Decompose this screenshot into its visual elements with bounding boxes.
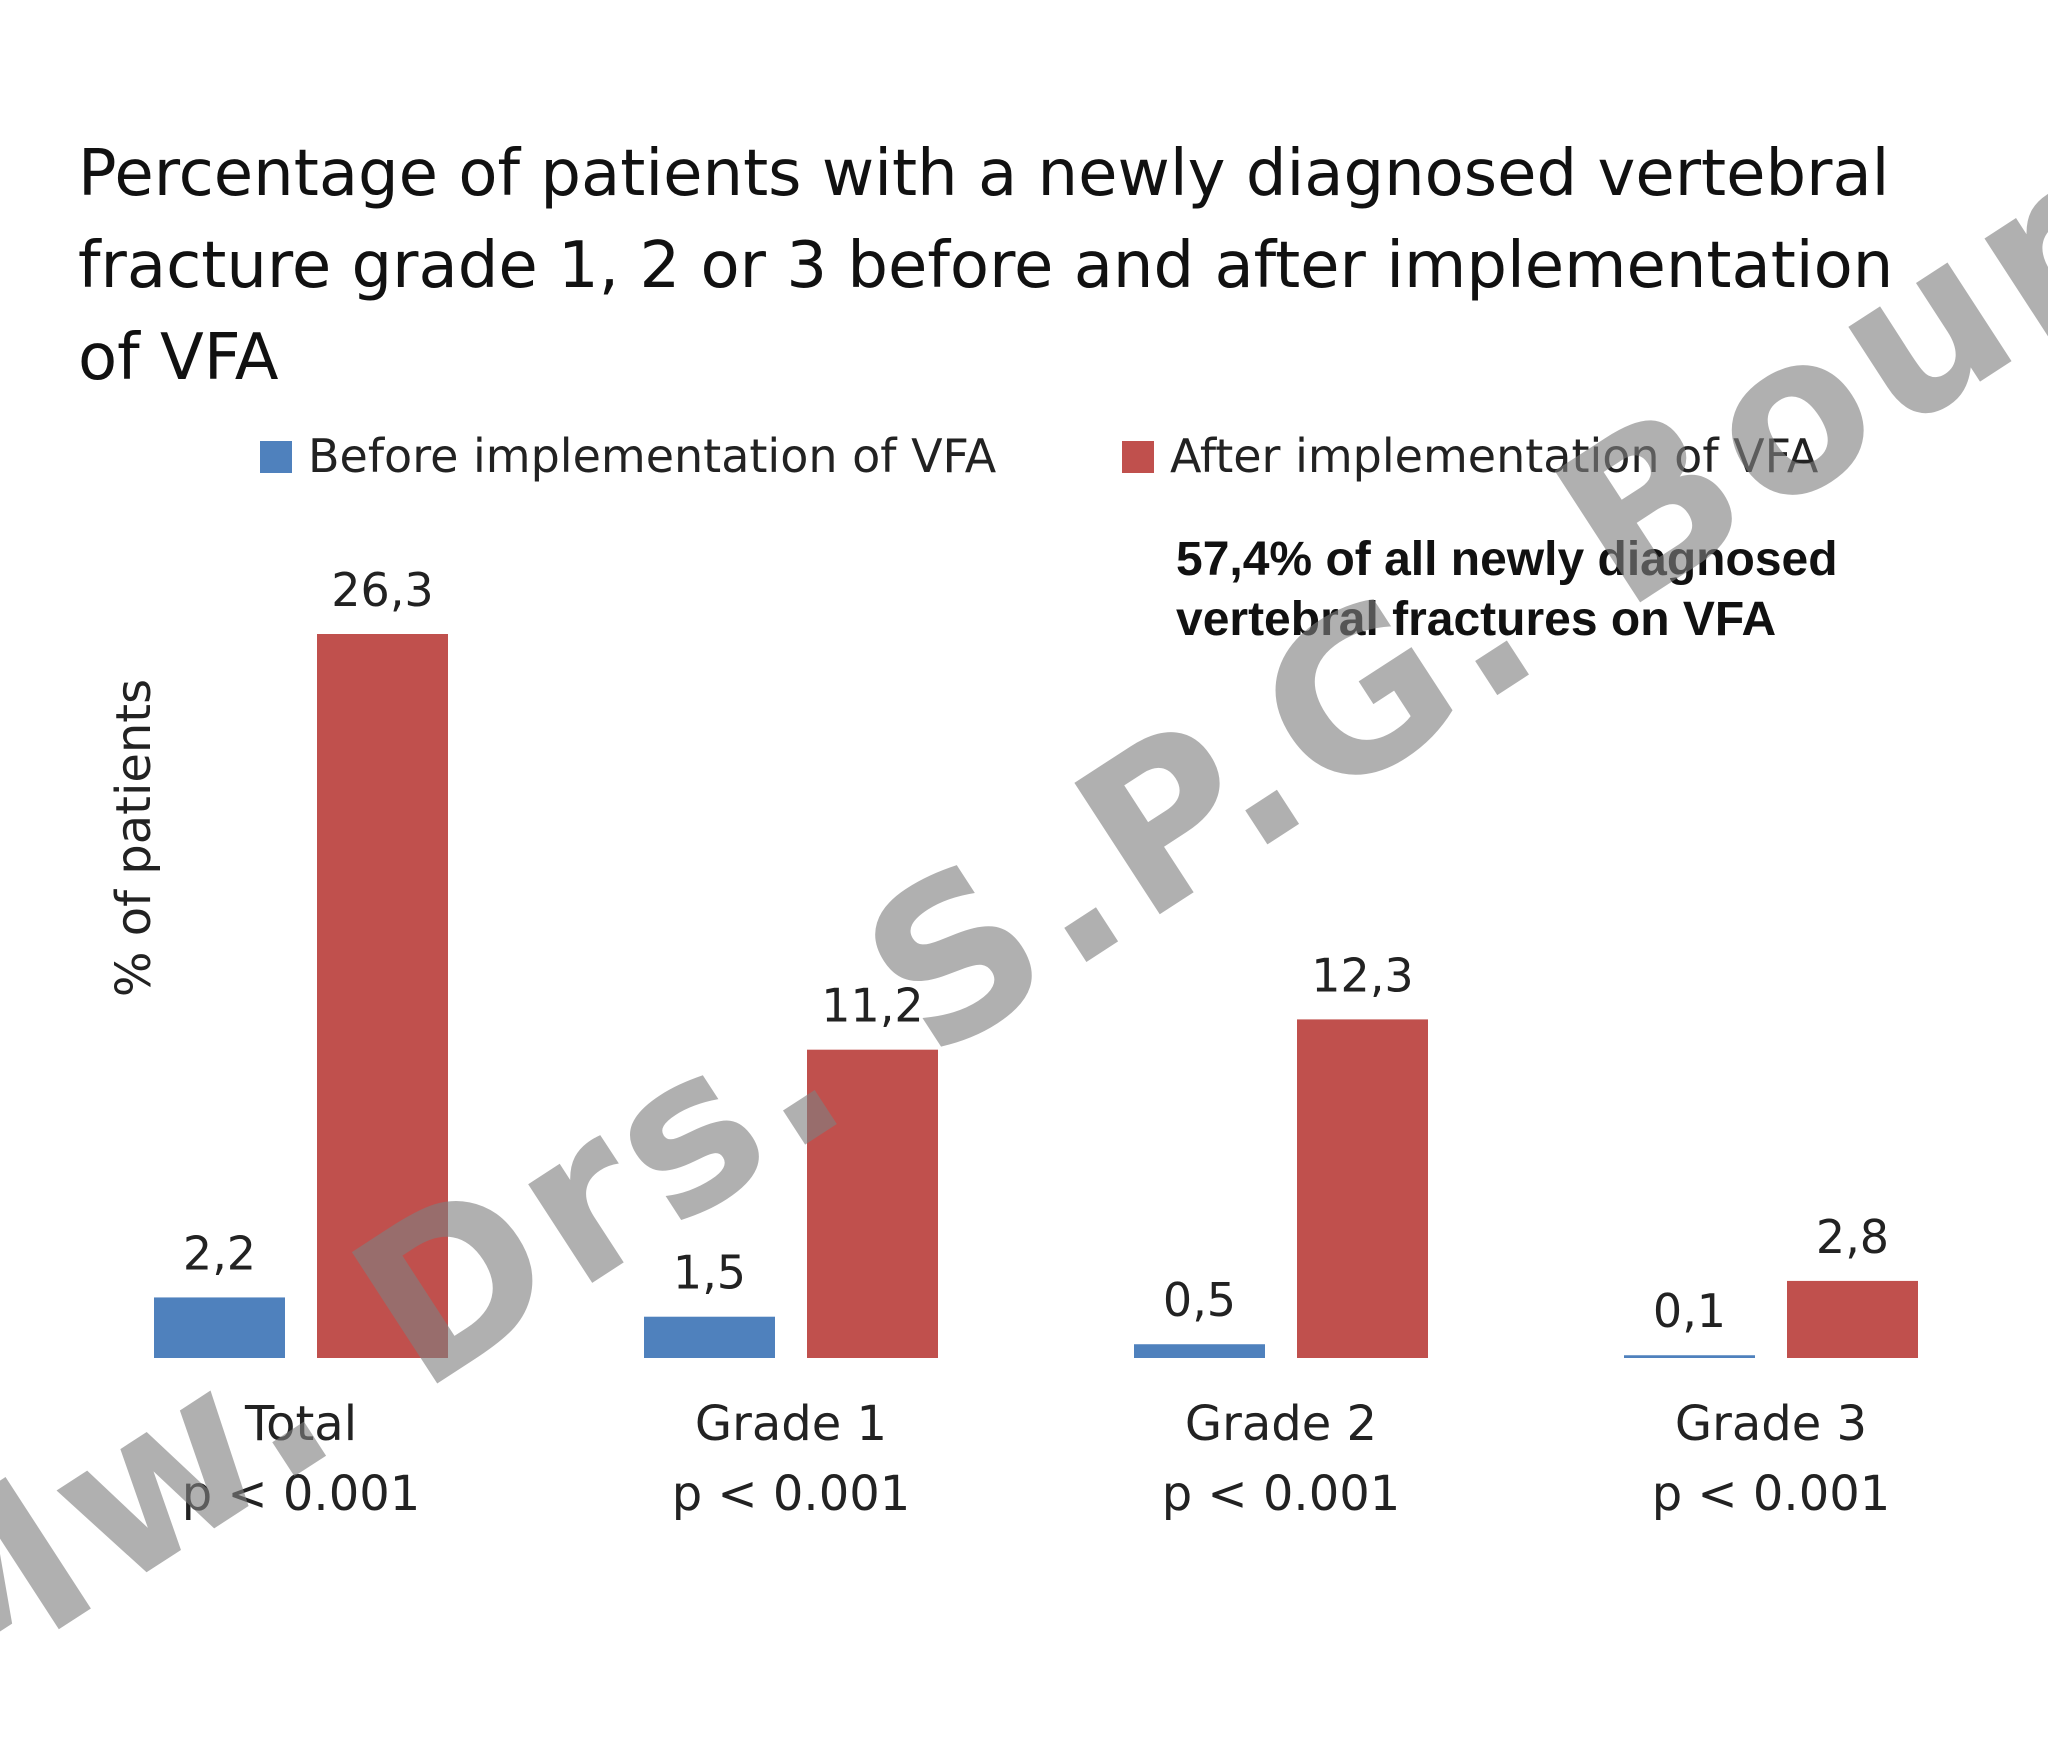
bar-after xyxy=(1297,1019,1428,1358)
bar-after xyxy=(317,634,448,1358)
data-label: 11,2 xyxy=(821,979,923,1033)
category-label: Grade 3 xyxy=(1675,1396,1867,1452)
chart-title-line: fracture grade 1, 2 or 3 before and afte… xyxy=(78,229,1894,303)
bar-chart: Before implementation of VFA After implem… xyxy=(106,429,1918,1522)
p-value-label: p < 0.001 xyxy=(182,1466,421,1522)
category-label: Total xyxy=(244,1396,357,1452)
x-axis-labels: Total p < 0.001 Grade 1 p < 0.001 Grade 2 p <… xyxy=(182,1396,1891,1522)
chart-title: Percentage of patients with a newly diag… xyxy=(78,128,1978,404)
legend: Before implementation of VFA After implem… xyxy=(260,429,1819,483)
chart-title-line: of VFA xyxy=(78,321,279,395)
p-value-label: p < 0.001 xyxy=(1652,1466,1891,1522)
legend-swatch xyxy=(260,441,292,473)
data-label: 2,8 xyxy=(1816,1210,1889,1264)
bar-after xyxy=(807,1049,938,1358)
category-label: Grade 2 xyxy=(1185,1396,1377,1452)
data-label: 12,3 xyxy=(1311,948,1413,1002)
bar-before xyxy=(1134,1344,1265,1358)
annotation-line: 57,4% of all newly diagnosed xyxy=(1176,533,1838,586)
legend-label: After implementation of VFA xyxy=(1170,429,1819,483)
annotation-note: 57,4% of all newly diagnosed vertebral f… xyxy=(1176,530,1838,650)
data-label: 2,2 xyxy=(183,1226,256,1280)
legend-swatch xyxy=(1122,441,1154,473)
annotation-line: vertebral fractures on VFA xyxy=(1176,593,1777,646)
data-label: 26,3 xyxy=(331,563,433,617)
bar-after xyxy=(1787,1280,1918,1358)
bar-before xyxy=(154,1297,285,1358)
data-label: 0,5 xyxy=(1163,1273,1236,1327)
p-value-label: p < 0.001 xyxy=(1162,1466,1401,1522)
data-label: 0,1 xyxy=(1653,1284,1726,1338)
bar-before xyxy=(1624,1355,1755,1358)
y-axis-label: % of patients xyxy=(106,679,162,997)
legend-label: Before implementation of VFA xyxy=(308,429,997,483)
data-label: 1,5 xyxy=(673,1246,746,1300)
bar-before xyxy=(644,1316,775,1358)
p-value-label: p < 0.001 xyxy=(672,1466,911,1522)
chart-title-line: Percentage of patients with a newly diag… xyxy=(78,137,1890,211)
category-label: Grade 1 xyxy=(695,1396,887,1452)
bars: 2,2 26,3 1,5 11,2 0,5 12,3 0,1 2,8 xyxy=(154,563,1918,1358)
